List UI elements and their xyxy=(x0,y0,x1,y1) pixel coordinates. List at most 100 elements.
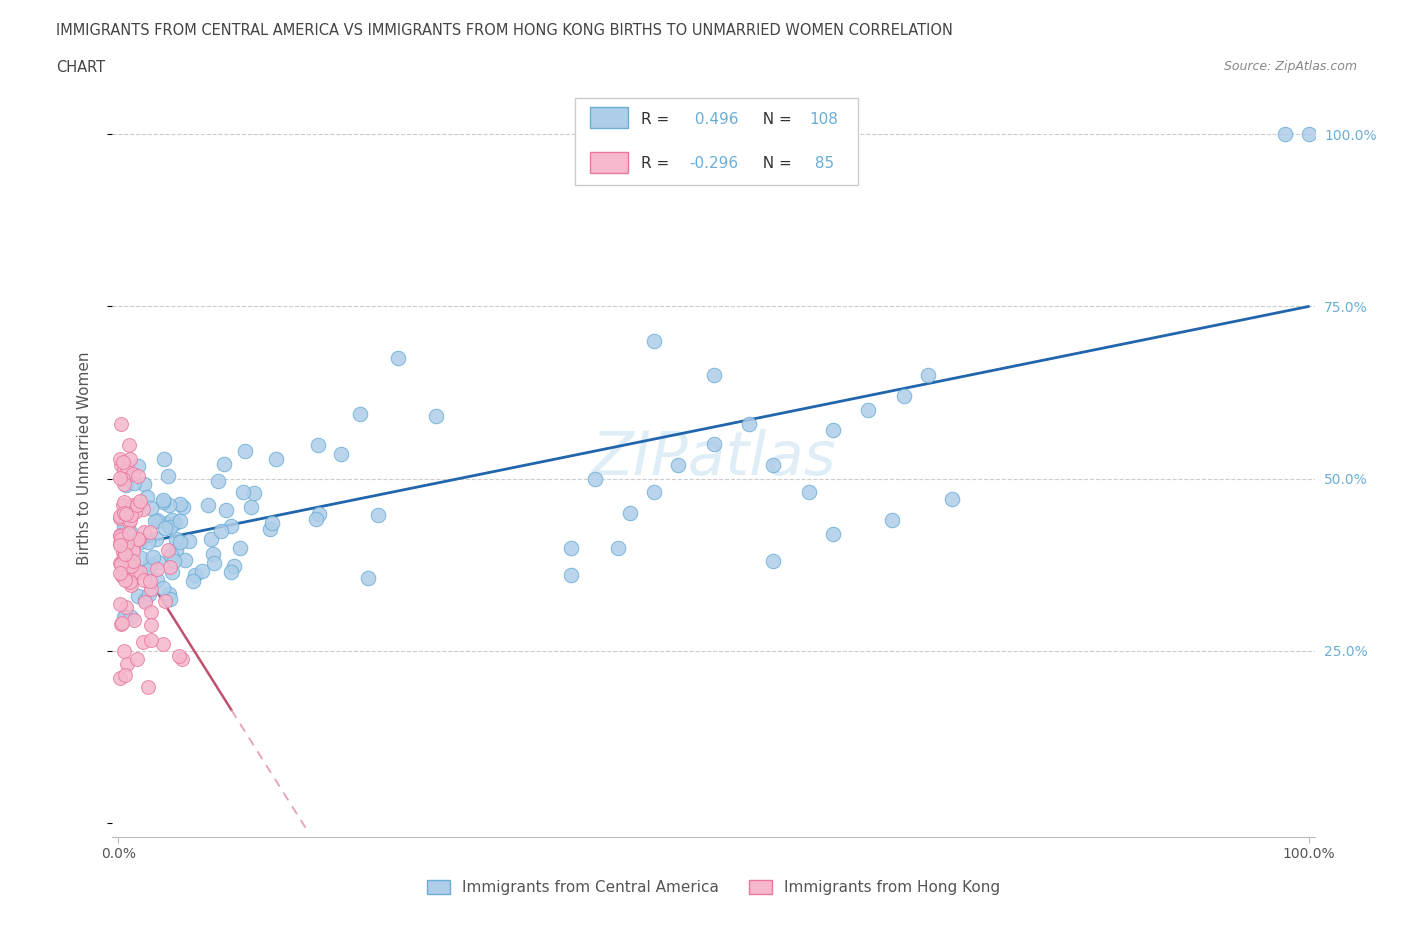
Point xyxy=(112,505,135,520)
Point xyxy=(160,565,183,579)
Point xyxy=(148,554,170,569)
Point xyxy=(111,616,134,631)
Point xyxy=(202,547,225,562)
Point xyxy=(111,553,134,568)
Point xyxy=(120,578,142,592)
Point xyxy=(222,559,245,574)
Point xyxy=(124,563,146,578)
Point xyxy=(308,507,330,522)
Point xyxy=(114,667,136,682)
Point xyxy=(112,534,135,549)
Point xyxy=(134,594,156,609)
Point xyxy=(666,458,689,472)
Point xyxy=(202,555,225,570)
Point xyxy=(122,553,145,568)
Point xyxy=(118,438,141,453)
Point xyxy=(112,463,135,478)
Point xyxy=(120,508,142,523)
Point xyxy=(121,543,143,558)
Y-axis label: Births to Unmarried Women: Births to Unmarried Women xyxy=(77,352,91,565)
Point xyxy=(108,511,131,525)
Point xyxy=(128,531,150,546)
Point xyxy=(181,574,204,589)
Point xyxy=(108,529,131,544)
Point xyxy=(159,520,181,535)
Point xyxy=(132,573,155,588)
Point xyxy=(139,574,162,589)
Point xyxy=(122,498,145,512)
Point xyxy=(108,538,131,552)
Point xyxy=(120,558,142,573)
Point xyxy=(134,477,156,492)
Text: 85: 85 xyxy=(810,156,834,171)
Point xyxy=(112,609,135,624)
Point xyxy=(122,475,145,490)
Point xyxy=(139,618,162,632)
Point xyxy=(169,513,191,528)
Point xyxy=(583,472,606,486)
Point xyxy=(143,513,166,528)
Point xyxy=(152,580,174,595)
Point xyxy=(425,408,447,423)
Point xyxy=(240,499,263,514)
Point xyxy=(114,516,136,531)
Point xyxy=(159,591,181,606)
Point xyxy=(138,560,160,575)
Point xyxy=(129,551,152,565)
Point xyxy=(156,543,179,558)
Point xyxy=(387,351,409,365)
Point xyxy=(264,451,287,466)
Point xyxy=(112,551,135,565)
Point xyxy=(153,593,176,608)
Point xyxy=(139,581,162,596)
Point xyxy=(232,485,254,499)
Point xyxy=(120,525,142,539)
Point xyxy=(162,512,184,527)
Point xyxy=(136,535,159,550)
Point xyxy=(941,492,963,507)
Point xyxy=(152,495,174,510)
Point xyxy=(169,497,191,512)
Text: N =: N = xyxy=(754,112,797,126)
Point xyxy=(307,438,329,453)
Point xyxy=(110,416,132,431)
Point xyxy=(108,451,131,466)
Point xyxy=(134,592,156,607)
Text: 0.496: 0.496 xyxy=(689,112,738,126)
Point xyxy=(260,515,283,530)
Point xyxy=(120,512,142,527)
Point xyxy=(214,457,236,472)
Point xyxy=(703,437,725,452)
Point xyxy=(120,609,142,624)
Point xyxy=(118,514,141,529)
Point xyxy=(165,542,187,557)
Point xyxy=(136,679,159,694)
Point xyxy=(139,525,162,539)
Point xyxy=(619,506,641,521)
Point xyxy=(127,589,149,604)
Point xyxy=(108,509,131,524)
Point xyxy=(172,651,194,666)
Point xyxy=(330,446,353,461)
Point xyxy=(169,535,191,550)
Point xyxy=(115,507,138,522)
Point xyxy=(112,498,135,512)
Point xyxy=(129,565,152,579)
Point xyxy=(120,559,142,574)
Point xyxy=(163,553,186,568)
Point xyxy=(139,605,162,620)
Point xyxy=(643,485,665,500)
Point xyxy=(112,644,135,658)
Point xyxy=(243,485,266,500)
Point xyxy=(167,649,190,664)
Point xyxy=(125,566,148,581)
Point xyxy=(560,567,582,582)
Point xyxy=(108,565,131,580)
Point xyxy=(115,541,138,556)
Point xyxy=(120,575,142,590)
Point xyxy=(118,452,141,467)
Point xyxy=(145,561,167,576)
Point xyxy=(367,507,389,522)
Point xyxy=(139,556,162,571)
Point xyxy=(160,548,183,563)
